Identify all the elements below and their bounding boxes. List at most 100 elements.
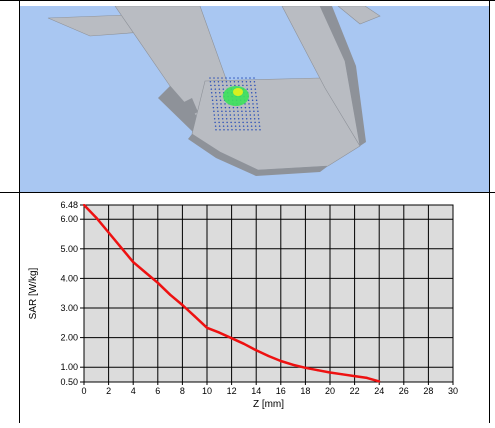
measurement-point (253, 110, 255, 113)
measurement-point (240, 106, 243, 109)
measurement-point (245, 114, 248, 116)
measurement-point (213, 80, 216, 83)
measurement-point (246, 125, 249, 127)
x-tick-label: 30 (448, 386, 458, 396)
measurement-point (227, 129, 229, 131)
measurement-point (234, 125, 237, 127)
sar-data-point (267, 354, 270, 358)
measurement-point (221, 114, 224, 116)
measurement-point (230, 121, 232, 124)
measurement-point (217, 117, 220, 120)
sar-data-point (82, 203, 86, 207)
measurement-point (237, 117, 240, 120)
measurement-point (237, 77, 239, 79)
measurement-point (210, 84, 212, 87)
measurement-point (257, 110, 259, 113)
measurement-point (220, 106, 223, 109)
floor-edge (188, 134, 328, 176)
measurement-point (245, 80, 248, 83)
measurement-point (229, 114, 232, 116)
left-wall-edge (158, 86, 205, 134)
sar-data-point (304, 366, 307, 369)
measurement-point (254, 92, 257, 94)
sar-z-chart: 0 2 4 6 8 10 12 14 16 18 20 22 24 26 28 30 0.501.002.00… (28, 200, 458, 410)
wall-notch (180, 98, 198, 118)
measurement-point (216, 103, 218, 105)
measurement-point (218, 125, 221, 127)
measurement-point (252, 103, 254, 105)
measurement-point (251, 99, 254, 101)
measurement-point (253, 80, 256, 83)
measurement-point (229, 117, 232, 120)
measurement-point (255, 99, 258, 101)
x-tick-label: 22 (350, 386, 360, 396)
measurement-point (255, 129, 257, 131)
measurement-point (246, 88, 249, 90)
measurement-point (221, 117, 224, 120)
measurement-point (217, 114, 220, 116)
measurement-point (249, 77, 251, 79)
measurement-point (221, 80, 224, 83)
sar-data-point (132, 261, 135, 264)
measurement-point (256, 106, 259, 109)
sar-data-point (95, 216, 98, 219)
measurement-point (254, 121, 256, 124)
chart-gridlines (83, 204, 454, 383)
right-flap (337, 6, 381, 25)
measurement-point (248, 106, 251, 109)
measurement-point (229, 110, 231, 113)
measurement-point (219, 99, 222, 101)
measurement-point (210, 92, 213, 94)
measurement-point (249, 117, 252, 120)
measurement-point (222, 84, 224, 87)
measurement-point (219, 129, 221, 131)
measurement-point (211, 95, 213, 98)
measurement-point (212, 103, 214, 105)
measurement-point (233, 80, 236, 83)
measurement-point (249, 114, 252, 116)
measurement-point (225, 110, 227, 113)
measurement-point (245, 117, 248, 120)
measurement-point (222, 125, 225, 127)
measurement-point (214, 84, 216, 87)
measurement-point (222, 121, 224, 124)
measurement-point (259, 129, 261, 131)
measurement-point (220, 103, 222, 105)
measurement-point (250, 92, 253, 94)
measurement-point (241, 117, 244, 120)
right-wall-edge (320, 6, 366, 146)
measurement-point (241, 77, 243, 79)
measurement-point (234, 84, 236, 87)
measurement-point (248, 103, 250, 105)
x-tick-label: 26 (399, 386, 409, 396)
measurement-point (224, 103, 226, 105)
measurement-point (213, 117, 216, 120)
measurement-point (217, 77, 219, 79)
sar-data-point (119, 246, 122, 249)
sar-data-point (378, 380, 381, 383)
measurement-point (225, 117, 228, 120)
y-tick-label: 2.00 (60, 333, 78, 343)
x-tick-label: 10 (202, 386, 212, 396)
sar-data-point (193, 315, 196, 318)
measurement-point (238, 125, 241, 127)
measurement-point (221, 110, 223, 113)
measurement-point (246, 84, 248, 87)
measurement-point (215, 95, 217, 98)
measurement-point (242, 84, 244, 87)
sar-data-point (353, 375, 356, 378)
measurement-point (218, 84, 220, 87)
sar-data-point (107, 231, 110, 234)
measurement-point (228, 106, 231, 109)
render-panel (20, 6, 489, 192)
measurement-point (249, 80, 252, 83)
frame-top-border (0, 0, 495, 1)
measurement-point (245, 110, 247, 113)
y-axis-ticks: 0.50 1.00 2.00 3.00 4.00 5.00 6.00 6.48 (60, 200, 84, 387)
measurement-point (233, 117, 236, 120)
measurement-point (250, 125, 253, 127)
sar-data-point (205, 326, 209, 329)
measurement-point (209, 77, 211, 79)
y-tick-label: 0.50 (60, 377, 78, 387)
measurement-point (225, 77, 227, 79)
